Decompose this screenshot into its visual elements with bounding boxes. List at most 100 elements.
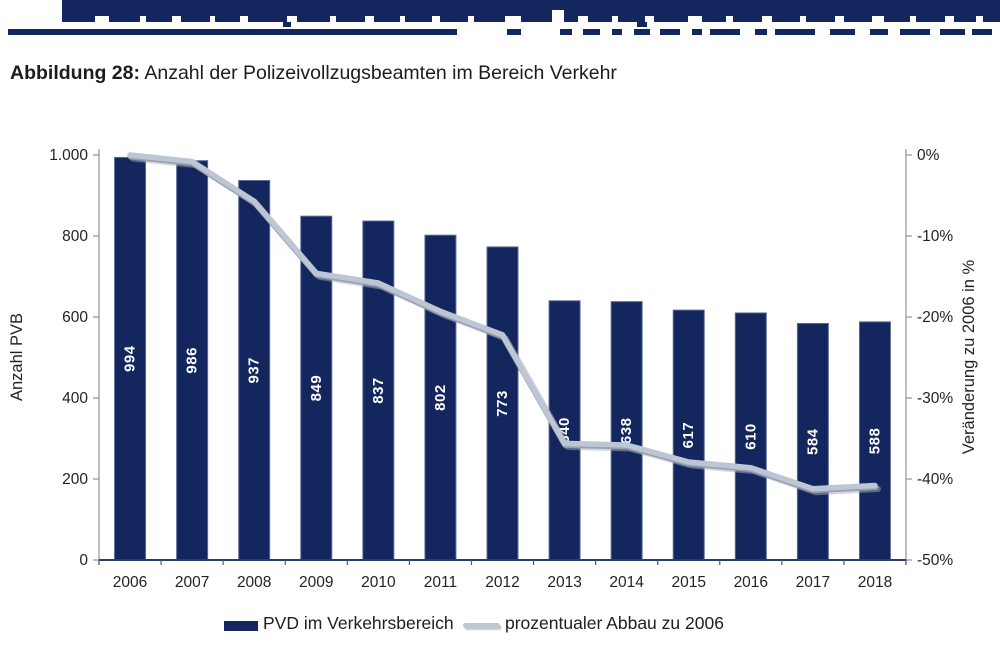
banner-band [283, 22, 291, 27]
x-tick-label-2008: 2008 [237, 574, 271, 591]
banner-band [634, 29, 650, 35]
banner-band [583, 29, 600, 35]
banner-band [692, 29, 702, 35]
left-axis-tick-label: 600 [62, 309, 88, 326]
bar-label-2014: 638 [618, 418, 635, 445]
right-axis-tick-label: 0% [917, 147, 940, 164]
right-axis-tick-label: -40% [917, 471, 953, 488]
x-tick-label-2007: 2007 [175, 574, 209, 591]
banner-notch [172, 16, 181, 22]
banner-band [830, 29, 855, 35]
x-tick-label-2015: 2015 [671, 574, 705, 591]
bar-label-2007: 986 [184, 347, 201, 374]
x-tick-label-2012: 2012 [485, 574, 519, 591]
bar-2018 [858, 321, 891, 561]
bar-label-2010: 837 [370, 377, 387, 404]
right-axis-tick-label: -50% [917, 552, 953, 569]
banner-notch [726, 16, 733, 22]
banner-notch [330, 16, 336, 22]
banner-band [710, 29, 740, 35]
bar-label-2017: 584 [804, 428, 821, 455]
banner-band [870, 29, 888, 35]
banner-band [660, 29, 680, 35]
x-tick-label-2016: 2016 [734, 574, 768, 591]
right-axis-tick-label: -10% [917, 228, 953, 245]
banner-notch [976, 16, 983, 22]
x-tick-label-2014: 2014 [609, 574, 644, 591]
legend-bar-swatch [224, 621, 258, 631]
banner-notch [552, 16, 564, 22]
chart-legend: PVD im Verkehrsbereich prozentualer Abba… [0, 610, 1000, 650]
line-series [127, 152, 878, 492]
right-axis-tick-label: -20% [917, 309, 953, 326]
bar-2012 [486, 246, 519, 561]
left-axis-tick-label: 200 [62, 471, 88, 488]
bar-2017 [796, 322, 829, 561]
banner-band [560, 29, 572, 35]
x-tick-label-2010: 2010 [361, 574, 396, 591]
banner-band [775, 29, 815, 35]
bar-label-2012: 773 [494, 390, 511, 417]
x-tick-label-2011: 2011 [424, 574, 457, 591]
bar-2007 [176, 160, 209, 561]
banner-notch [800, 16, 806, 22]
banner-notch [910, 16, 916, 22]
bar-2010 [362, 220, 395, 561]
banner-notch [400, 16, 405, 22]
banner-band [637, 22, 647, 27]
banner-notch [140, 16, 146, 22]
bar-label-2011: 802 [432, 384, 449, 411]
banner-notch [468, 16, 474, 22]
bar-label-2018: 588 [866, 428, 883, 455]
left-axis-tick-label: 800 [62, 228, 88, 245]
x-tick-label-2006: 2006 [113, 574, 147, 591]
right-axis-title: Veränderung zu 2006 in % [960, 259, 978, 454]
banner-notch [95, 16, 109, 22]
banner-notch [287, 16, 297, 22]
bar-2011 [424, 234, 457, 561]
banner-notch [612, 16, 618, 22]
bar-2014 [610, 301, 643, 561]
right-axis-tick-label: -30% [917, 390, 953, 407]
x-tick-label-2018: 2018 [858, 574, 892, 591]
figure-title-text: Anzahl der Polizeivollzugsbeamten im Ber… [144, 62, 617, 84]
banner-notch [688, 16, 702, 22]
bar-2008 [238, 180, 271, 561]
bar-label-2008: 937 [246, 357, 263, 384]
left-axis-tick-label: 0 [79, 552, 88, 569]
banner-notch [945, 16, 954, 22]
top-banner [0, 0, 1000, 40]
x-tick-label-2013: 2013 [547, 574, 581, 591]
left-axis-tick-label: 1.000 [49, 147, 88, 164]
banner-notch [210, 16, 215, 22]
bar-label-2015: 617 [680, 422, 697, 449]
banner-band [900, 29, 930, 35]
banner-notch [762, 16, 772, 22]
banner-notch [552, 10, 564, 16]
figure-title: Abbildung 28: Anzahl der Polizeivollzugs… [10, 62, 617, 85]
banner-band [755, 29, 767, 35]
bar-label-2006: 994 [122, 345, 139, 372]
banner-notch [505, 16, 521, 22]
banner-notch [872, 16, 884, 22]
left-axis-tick-label: 400 [62, 390, 88, 407]
banner-band [972, 29, 992, 35]
banner-notch [240, 16, 248, 22]
bar-label-2009: 849 [308, 375, 325, 402]
banner-notch [432, 16, 440, 22]
legend-line-swatch [463, 623, 500, 628]
bar-label-2016: 610 [742, 423, 759, 450]
banner-notch [365, 16, 374, 22]
left-axis-title: Anzahl PVB [8, 313, 26, 401]
banner-notch [578, 16, 588, 22]
bar-2015 [672, 309, 705, 561]
bar-2016 [734, 312, 767, 561]
banner-band [507, 29, 521, 35]
banner-band [8, 29, 457, 35]
banner-notch [645, 16, 654, 22]
banner-band [612, 29, 622, 35]
legend-bar-label: PVD im Verkehrsbereich [263, 613, 454, 633]
figure-label: Abbildung 28: [10, 62, 140, 84]
